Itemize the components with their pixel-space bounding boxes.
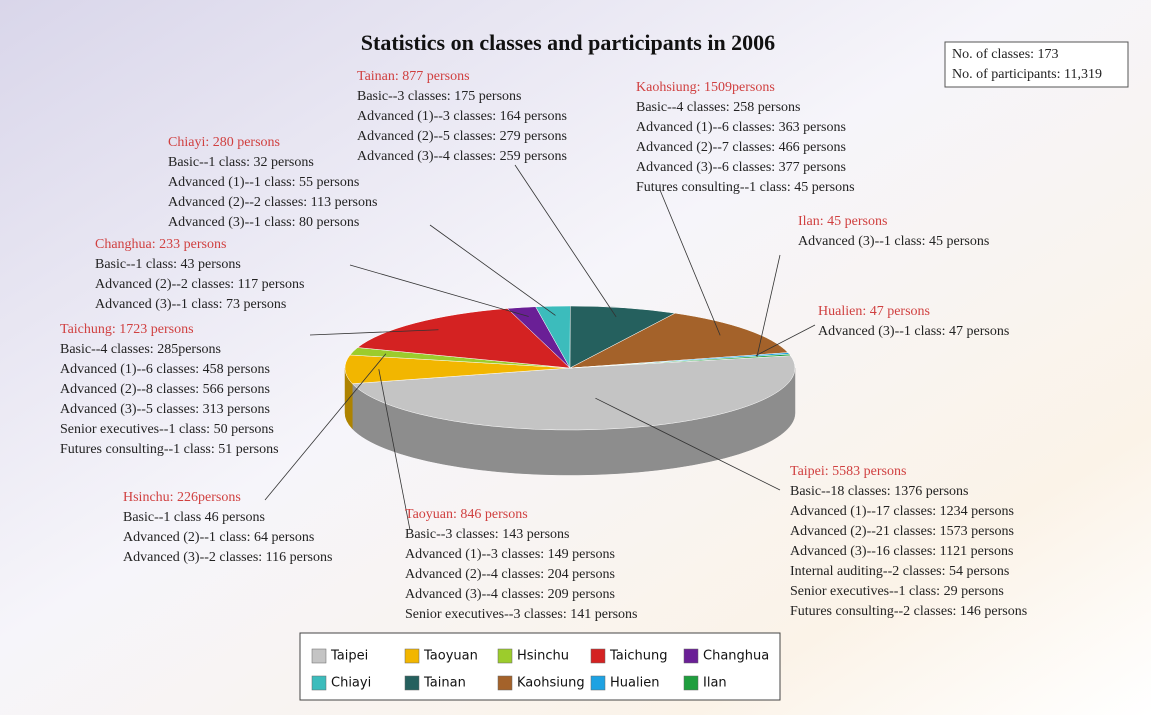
slice: [569, 353, 791, 369]
slice-heading: Chiayi: 280 persons: [168, 135, 280, 150]
slice-detail: Basic--1 class: 32 persons: [168, 155, 314, 170]
slice-detail: Advanced (2)--1 class: 64 persons: [123, 530, 314, 545]
legend-label: Taoyuan: [423, 649, 478, 664]
chart-title: Statistics on classes and participants i…: [361, 30, 775, 55]
legend-swatch: [497, 675, 513, 691]
legend-label: Changhua: [703, 649, 769, 664]
slice-detail: Advanced (2)--5 classes: 279 persons: [357, 129, 567, 144]
slice-detail: Basic--3 classes: 175 persons: [357, 89, 521, 104]
slice-detail: Advanced (3)--2 classes: 116 persons: [123, 550, 332, 565]
slice-detail: Advanced (3)--4 classes: 209 persons: [405, 587, 615, 602]
legend-label: Hualien: [610, 676, 659, 691]
legend-label: Chiayi: [331, 676, 371, 691]
slice-detail: Basic--3 classes: 143 persons: [405, 527, 569, 542]
slice-detail: Futures consulting--1 class: 51 persons: [60, 442, 279, 457]
legend-label: Tainan: [423, 676, 466, 691]
leader-line: [755, 324, 816, 356]
slice-heading: Kaohsiung: 1509persons: [636, 80, 775, 95]
slice-detail: Basic--1 class 46 persons: [123, 510, 265, 525]
slice-detail: Futures consulting--1 class: 45 persons: [636, 180, 855, 195]
legend-swatch: [311, 675, 327, 691]
slice-detail: Internal auditing--2 classes: 54 persons: [790, 564, 1009, 579]
slice: [351, 355, 796, 431]
slice-detail: Advanced (1)--3 classes: 149 persons: [405, 547, 615, 562]
slice-heading: Taoyuan: 846 persons: [405, 507, 528, 522]
slice-detail: Advanced (3)--4 classes: 259 persons: [357, 149, 567, 164]
slice-heading: Tainan: 877 persons: [357, 69, 470, 84]
info-text: No. of participants: 11,319: [952, 67, 1102, 82]
slice-detail: Advanced (2)--21 classes: 1573 persons: [790, 524, 1014, 539]
slice: [344, 354, 571, 384]
leader-line: [514, 164, 617, 318]
legend-label: Taipei: [330, 649, 368, 664]
slice-detail: Advanced (3)--1 class: 45 persons: [798, 234, 989, 249]
leader-line: [659, 189, 721, 336]
slice-detail: Advanced (3)--6 classes: 377 persons: [636, 160, 846, 175]
leader-line: [756, 254, 781, 357]
slice-detail: Advanced (2)--2 classes: 113 persons: [168, 195, 377, 210]
legend-swatch: [404, 648, 420, 664]
slice-detail: Advanced (1)--6 classes: 363 persons: [636, 120, 846, 135]
slice-detail: Basic--4 classes: 258 persons: [636, 100, 800, 115]
slice-detail: Advanced (1)--17 classes: 1234 persons: [790, 504, 1014, 519]
slice-detail: Advanced (3)--16 classes: 1121 persons: [790, 544, 1013, 559]
legend-swatch: [590, 675, 606, 691]
legend-swatch: [404, 675, 420, 691]
leader-line: [429, 224, 556, 316]
leader-line: [264, 353, 387, 501]
leader-line: [309, 329, 439, 336]
slice-detail: Advanced (3)--1 class: 47 persons: [818, 324, 1009, 339]
slice-detail: Advanced (3)--5 classes: 313 persons: [60, 402, 270, 417]
leader-line: [378, 369, 411, 531]
slice-detail: Futures consulting--2 classes: 146 perso…: [790, 604, 1027, 619]
slice-detail: Basic--18 classes: 1376 persons: [790, 484, 968, 499]
legend-label: Kaohsiung: [517, 676, 585, 691]
slice-detail: Basic--1 class: 43 persons: [95, 257, 241, 272]
slice-detail: Advanced (2)--2 classes: 117 persons: [95, 277, 304, 292]
slice-detail: Basic--4 classes: 285persons: [60, 342, 221, 357]
legend-label: Taichung: [609, 649, 667, 664]
legend-label: Hsinchu: [517, 649, 569, 664]
leader-line: [595, 397, 781, 491]
slice-detail: Advanced (1)--1 class: 55 persons: [168, 175, 359, 190]
slice-heading: Taipei: 5583 persons: [790, 464, 906, 479]
slice-heading: Taichung: 1723 persons: [60, 322, 194, 337]
slice-detail: Advanced (2)--8 classes: 566 persons: [60, 382, 270, 397]
info-text: No. of classes: 173: [952, 47, 1059, 62]
slice: [356, 308, 571, 369]
legend-label: Ilan: [703, 676, 727, 691]
info-box: [944, 41, 1129, 88]
slice-detail: Senior executives--1 class: 50 persons: [60, 422, 274, 437]
slice-detail: Advanced (3)--1 class: 73 persons: [95, 297, 286, 312]
slice: [569, 305, 676, 369]
slice-heading: Ilan: 45 persons: [798, 214, 887, 229]
legend-swatch: [311, 648, 327, 664]
slice-detail: Advanced (2)--7 classes: 466 persons: [636, 140, 846, 155]
slice-detail: Advanced (2)--4 classes: 204 persons: [405, 567, 615, 582]
slice-heading: Hualien: 47 persons: [818, 304, 930, 319]
slice-detail: Advanced (1)--6 classes: 458 persons: [60, 362, 270, 377]
legend-swatch: [683, 675, 699, 691]
legend-swatch: [590, 648, 606, 664]
slice-detail: Senior executives--1 class: 29 persons: [790, 584, 1004, 599]
legend-box: [299, 632, 781, 701]
slice-detail: Advanced (3)--1 class: 80 persons: [168, 215, 359, 230]
legend-swatch: [683, 648, 699, 664]
slice-heading: Hsinchu: 226persons: [123, 490, 241, 505]
slice: [569, 312, 789, 369]
slice-detail: Advanced (1)--3 classes: 164 persons: [357, 109, 567, 124]
leader-line: [349, 264, 529, 317]
slice-heading: Changhua: 233 persons: [95, 237, 226, 252]
slice-detail: Senior executives--3 classes: 141 person…: [405, 607, 638, 622]
legend-swatch: [497, 648, 513, 664]
